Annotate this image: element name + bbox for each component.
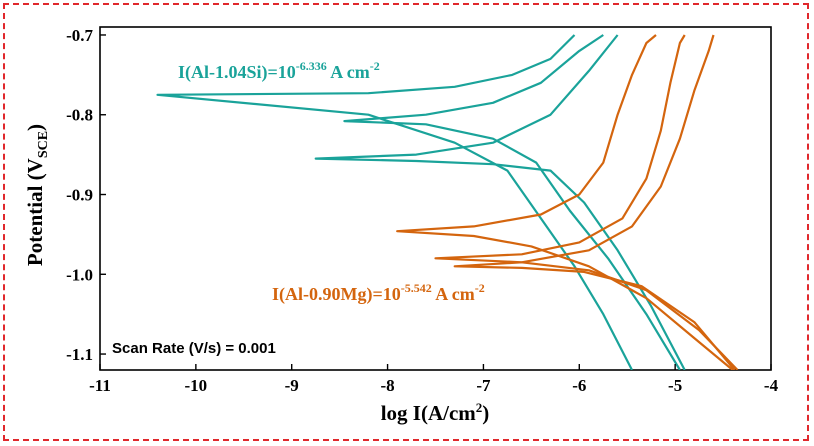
x-tick-label: -7 <box>476 376 491 395</box>
y-tick-label: -0.7 <box>66 26 93 45</box>
y-tick-label: -1.1 <box>66 345 93 364</box>
mg-curve-4 <box>396 34 734 370</box>
si-curve-3 <box>314 34 686 370</box>
x-tick-label: -4 <box>764 376 779 395</box>
y-tick-label: -0.8 <box>66 106 93 125</box>
si-corrosion-current-label: I(Al-1.04Si)=10-6.336 A cm-2 <box>178 59 380 83</box>
si-curve-2 <box>343 34 681 370</box>
scan-rate-label: Scan Rate (V/s) = 0.001 <box>112 340 276 357</box>
mg-curve-6 <box>453 34 736 370</box>
x-axis-label: log I(A/cm2) <box>381 400 490 425</box>
x-tick-label: -11 <box>89 376 111 395</box>
plot-area <box>99 26 772 371</box>
y-axis-label: Potential (VSCE) <box>23 124 51 266</box>
mg-curve-5 <box>434 34 739 370</box>
x-tick-label: -10 <box>185 376 208 395</box>
x-tick-label: -9 <box>285 376 299 395</box>
x-tick-label: -5 <box>668 376 682 395</box>
x-tick-label: -8 <box>380 376 394 395</box>
y-tick-label: -1.0 <box>66 265 93 284</box>
figure-frame <box>3 3 809 441</box>
x-tick-label: -6 <box>572 376 586 395</box>
mg-corrosion-current-label: I(Al-0.90Mg)=10-5.542 A cm-2 <box>272 281 485 305</box>
si-curve-1 <box>156 34 633 370</box>
y-tick-label: -0.9 <box>66 186 93 205</box>
